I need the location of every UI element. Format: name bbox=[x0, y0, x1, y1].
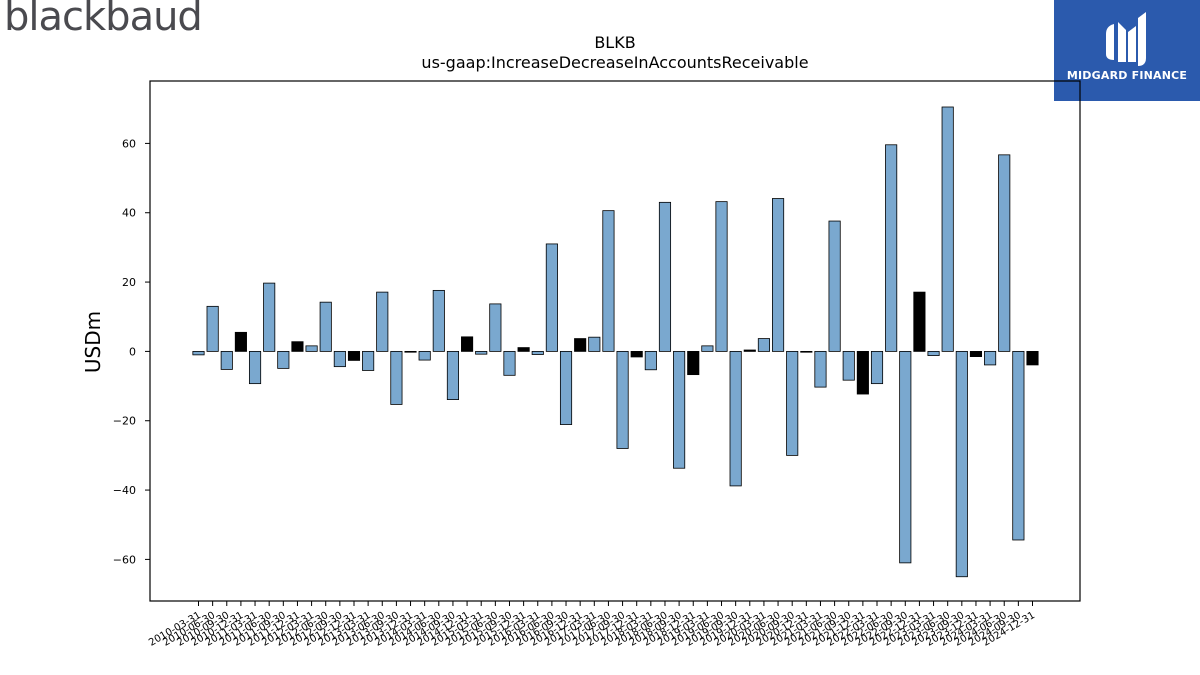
bar-2015-09-30 bbox=[503, 350, 516, 376]
bar-2020-12-31 bbox=[800, 350, 813, 353]
bar-2019-09-30 bbox=[729, 350, 742, 487]
bar-2016-03-31 bbox=[531, 350, 544, 355]
bar-2016-09-30 bbox=[559, 350, 573, 425]
bar-2010-12-31 bbox=[234, 331, 247, 352]
bar-2021-03-31 bbox=[814, 350, 827, 388]
bar-2024-06-30 bbox=[998, 154, 1011, 352]
bar-2012-06-30 bbox=[319, 301, 332, 352]
ticks-group: 2010-03-312010-06-302010-09-302010-12-31… bbox=[113, 137, 1037, 648]
y-tick-label: −60 bbox=[113, 553, 136, 566]
bar-2012-03-31 bbox=[305, 345, 318, 352]
midgard-logo-mark-icon bbox=[1106, 12, 1146, 66]
bar-2011-09-30 bbox=[277, 350, 290, 369]
y-axis-label: USDm bbox=[81, 311, 105, 373]
bar-2014-12-31 bbox=[461, 336, 474, 352]
bar-2020-09-30 bbox=[786, 350, 799, 456]
bar-2019-06-30 bbox=[715, 201, 728, 352]
chart-title: BLKB bbox=[594, 33, 635, 52]
bar-2023-09-30 bbox=[955, 350, 968, 578]
bar-2012-09-30 bbox=[333, 350, 346, 368]
bar-2018-06-30 bbox=[658, 201, 672, 352]
bar-2013-12-31 bbox=[404, 350, 417, 353]
bar-2017-06-30 bbox=[602, 210, 615, 352]
bar-2016-12-31 bbox=[574, 338, 587, 352]
chart-subtitle: us-gaap:IncreaseDecreaseInAccountsReceiv… bbox=[421, 53, 808, 72]
y-tick-label: −40 bbox=[113, 484, 136, 497]
y-tick-label: 20 bbox=[122, 276, 136, 289]
bar-2014-09-30 bbox=[446, 350, 459, 400]
bar-2018-09-30 bbox=[673, 350, 686, 469]
bar-2013-06-30 bbox=[376, 291, 389, 352]
bar-2023-12-31 bbox=[969, 350, 983, 357]
y-tick-label: 60 bbox=[122, 137, 136, 150]
bar-2011-12-31 bbox=[291, 341, 304, 352]
bar-2018-12-31 bbox=[687, 350, 700, 376]
bar-2011-03-31 bbox=[248, 350, 262, 385]
y-tick-label: 0 bbox=[129, 345, 136, 358]
bar-2023-03-31 bbox=[927, 350, 940, 356]
y-tick-label: −20 bbox=[113, 415, 136, 428]
bar-2012-12-31 bbox=[347, 350, 361, 361]
bar-2017-12-31 bbox=[630, 350, 643, 358]
bar-2024-09-30 bbox=[1012, 350, 1025, 541]
bar-2021-09-30 bbox=[842, 350, 855, 381]
bar-2019-12-31 bbox=[743, 349, 756, 352]
bar-2022-12-31 bbox=[913, 291, 926, 352]
bar-2014-03-31 bbox=[418, 350, 431, 361]
bar-2013-09-30 bbox=[390, 350, 403, 405]
bar-2015-03-31 bbox=[475, 350, 488, 355]
bar-2022-09-30 bbox=[899, 350, 912, 564]
bar-2017-03-31 bbox=[588, 336, 601, 352]
bar-2020-03-31 bbox=[757, 338, 770, 352]
blackbaud-logo: blackbaud bbox=[4, 0, 203, 40]
bar-2011-06-30 bbox=[263, 282, 276, 352]
bar-2020-06-30 bbox=[772, 198, 785, 352]
bar-2013-03-31 bbox=[362, 350, 375, 371]
bars-group bbox=[192, 106, 1039, 578]
bar-2021-06-30 bbox=[828, 220, 841, 352]
bar-2024-03-31 bbox=[984, 350, 997, 366]
bar-2016-06-30 bbox=[545, 243, 558, 352]
bar-2021-12-31 bbox=[856, 350, 869, 395]
bar-2010-06-30 bbox=[206, 305, 219, 352]
midgard-logo-text: MIDGARD FINANCE bbox=[1066, 69, 1188, 82]
y-tick-label: 40 bbox=[122, 207, 136, 220]
bar-2015-06-30 bbox=[489, 303, 502, 352]
bar-2010-09-30 bbox=[220, 350, 233, 370]
midgard-finance-logo: MIDGARD FINANCE bbox=[1054, 0, 1200, 101]
plot-frame bbox=[149, 80, 1081, 602]
bar-2018-03-31 bbox=[644, 350, 657, 371]
bar-2017-09-30 bbox=[616, 350, 629, 449]
bar-2014-06-30 bbox=[432, 289, 445, 352]
bar-2024-12-31 bbox=[1026, 350, 1039, 366]
bar-2023-06-30 bbox=[941, 106, 954, 352]
bar-2010-03-31 bbox=[192, 350, 205, 356]
bar-2022-06-30 bbox=[885, 144, 898, 352]
bar-2019-03-31 bbox=[701, 345, 714, 352]
bar-2022-03-31 bbox=[870, 350, 884, 385]
bar-2015-12-31 bbox=[517, 347, 530, 352]
